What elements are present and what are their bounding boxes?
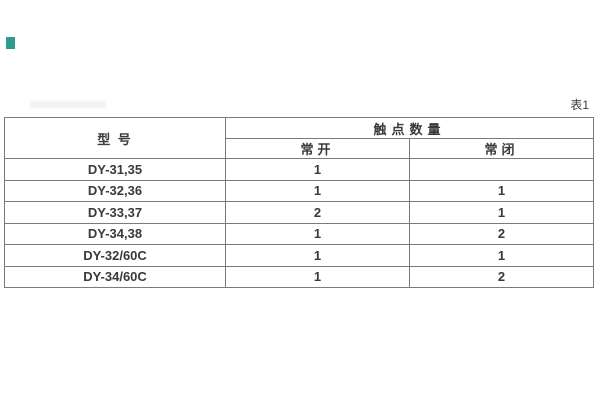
normally-closed-cell (408, 158, 595, 181)
table-row: DY-31,35 1 (4, 158, 595, 181)
normally-open-cell: 1 (225, 244, 410, 267)
contact-spec-table: 型 号 触点数量 常开 常闭 DY-31,35 1 DY-32,36 1 1 D… (4, 117, 595, 288)
model-cell: DY-33,37 (4, 201, 226, 224)
table-row: DY-32/60C 1 1 (4, 244, 595, 267)
table-caption-label: 表1 (570, 98, 589, 112)
model-cell: DY-32/60C (4, 244, 226, 267)
model-cell: DY-32,36 (4, 179, 226, 202)
table-row: DY-32,36 1 1 (4, 179, 595, 202)
normally-open-cell: 1 (225, 265, 410, 288)
contact-count-header-cell: 触点数量 (224, 117, 595, 139)
normally-open-cell: 1 (225, 158, 410, 181)
normally-closed-cell: 1 (408, 179, 595, 202)
model-cell: DY-34,38 (4, 222, 226, 245)
normally-closed-cell: 1 (408, 244, 595, 267)
table-row: DY-33,37 2 1 (4, 201, 595, 224)
accent-square-decor (6, 37, 15, 49)
normally-open-cell: 1 (225, 179, 410, 202)
header-row-group: 型 号 触点数量 (4, 117, 595, 159)
model-cell: DY-31,35 (4, 158, 226, 181)
normally-closed-header-cell: 常闭 (408, 138, 595, 159)
model-header-cell: 型 号 (4, 117, 226, 159)
table-row: DY-34,38 1 2 (4, 222, 595, 245)
normally-closed-cell: 2 (408, 222, 595, 245)
model-cell: DY-34/60C (4, 265, 226, 288)
normally-closed-cell: 2 (408, 265, 595, 288)
header-row-sub: 常开 常闭 (5, 138, 595, 159)
table-row: DY-34/60C 1 2 (4, 265, 595, 288)
normally-open-header-cell: 常开 (225, 138, 410, 159)
normally-open-cell: 2 (225, 201, 410, 224)
watermark-smudge (30, 101, 106, 108)
normally-closed-cell: 1 (408, 201, 595, 224)
normally-open-cell: 1 (225, 222, 410, 245)
